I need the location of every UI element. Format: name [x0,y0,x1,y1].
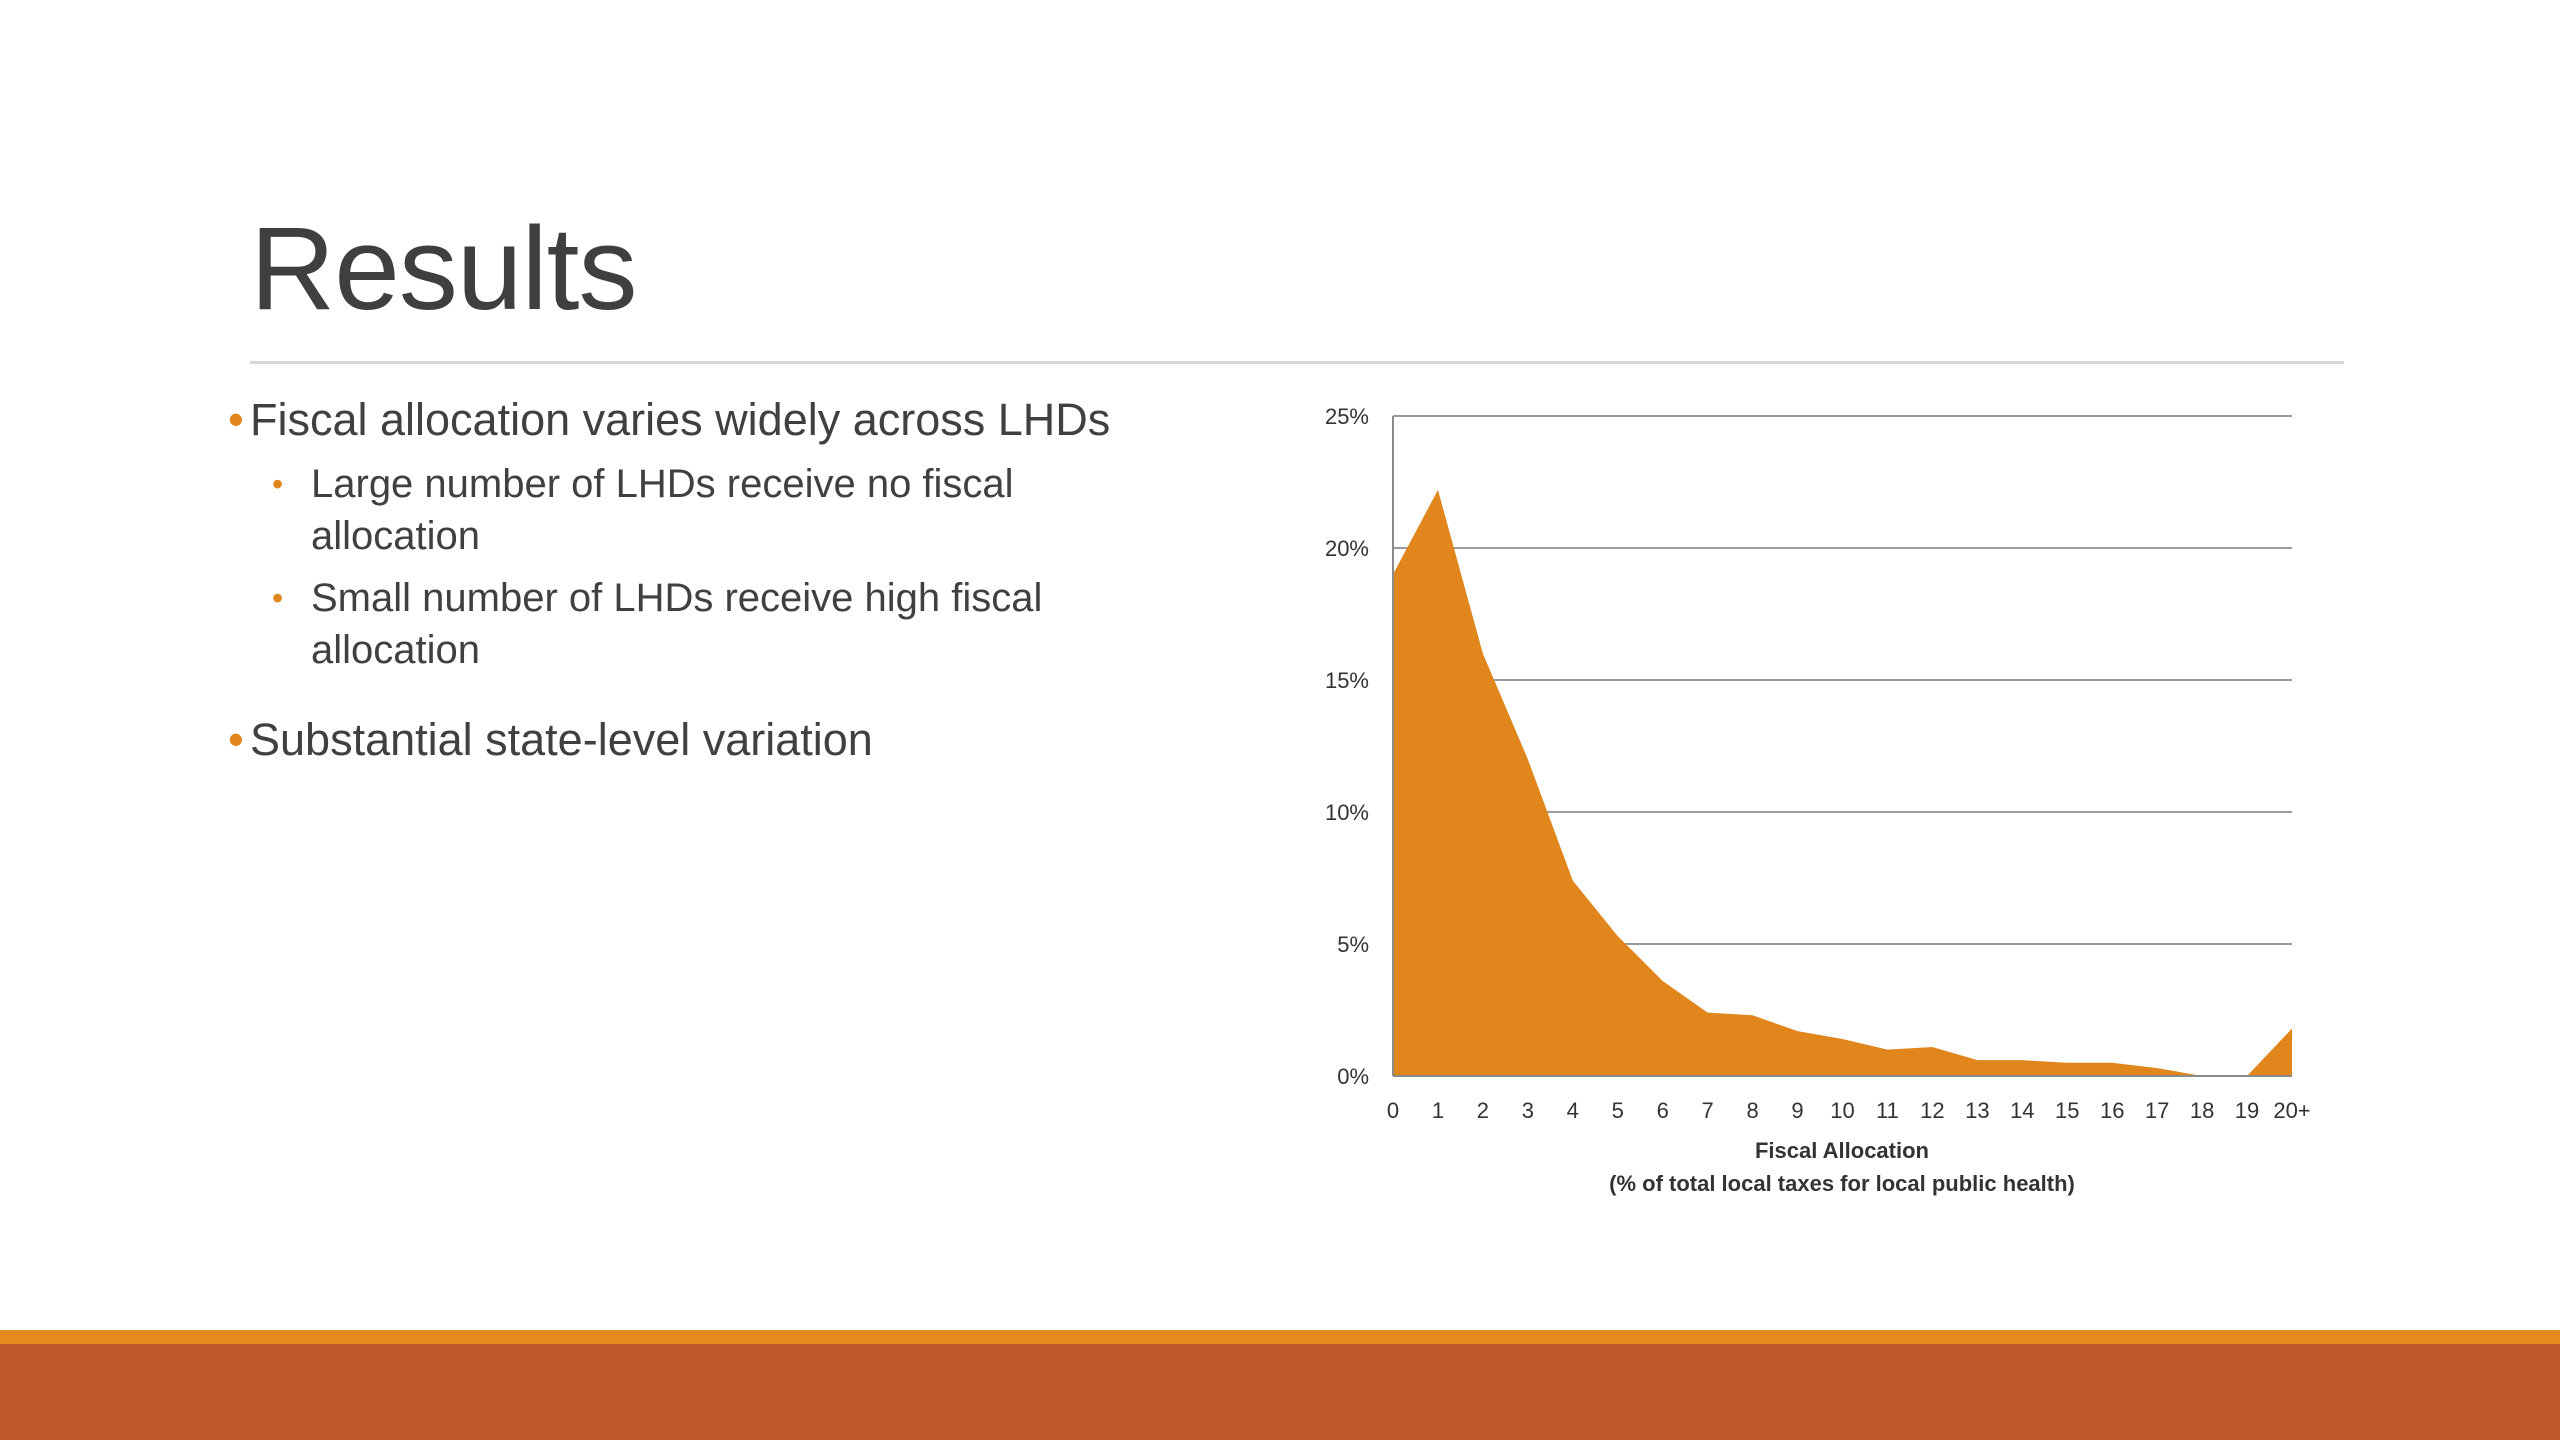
y-tick-label: 20% [1325,536,1369,561]
bullet-text: Fiscal allocation varies widely across L… [250,394,1111,445]
x-tick-label: 1 [1432,1098,1444,1123]
slide-title: Results [250,203,637,335]
sub-bullet-text: Large number of LHDs receive no fiscal a… [311,462,1014,558]
x-tick-label: 10 [1830,1098,1854,1123]
x-tick-label: 5 [1612,1098,1624,1123]
x-tick-label: 13 [1965,1098,1989,1123]
bullet-item: • Substantial state-level variation [228,712,1228,768]
x-tick-label: 6 [1657,1098,1669,1123]
y-tick-label: 25% [1325,404,1369,429]
y-tick-label: 10% [1325,800,1369,825]
bullet-list: • Fiscal allocation varies widely across… [228,392,1228,768]
x-tick-label: 12 [1920,1098,1944,1123]
x-tick-label: 2 [1477,1098,1489,1123]
x-tick-label: 8 [1746,1098,1758,1123]
bullet-dot-icon: • [272,580,284,616]
x-tick-label: 9 [1791,1098,1803,1123]
fiscal-allocation-chart: 0%5%10%15%20%25%0 1 2 3 4 5 6 7 8 9 10 11 12 13 14 15 16… [1325,404,2311,1196]
title-divider [250,361,2344,364]
bullet-text: Substantial state-level variation [250,714,873,765]
x-tick-label: 3 [1522,1098,1534,1123]
x-tick-label: 11 [1876,1098,1899,1123]
x-axis-subtitle: (% of total local taxes for local public… [1609,1171,2075,1196]
x-tick-label: 14 [2010,1098,2034,1123]
x-axis-title: Fiscal Allocation [1755,1138,1929,1163]
x-tick-label: 19 [2235,1098,2259,1123]
x-tick-label: 20+ [2273,1098,2310,1123]
x-tick-label: 7 [1702,1098,1714,1123]
y-tick-label: 5% [1337,932,1369,957]
x-tick-label: 16 [2100,1098,2124,1123]
y-tick-label: 0% [1337,1064,1369,1089]
sub-bullet-text: Small number of LHDs receive high fiscal… [311,576,1043,672]
footer-accent-strip [0,1330,2560,1344]
sub-bullet-item: • Large number of LHDs receive no fiscal… [228,458,1111,562]
y-tick-label: 15% [1325,668,1369,693]
sub-bullet-item: • Small number of LHDs receive high fisc… [228,572,1111,676]
area-series [1393,489,2292,1076]
footer-bar [0,1344,2560,1440]
bullet-dot-icon: • [228,394,244,445]
x-tick-label: 18 [2190,1098,2214,1123]
x-tick-label: 0 [1387,1098,1399,1123]
bullet-item: • Fiscal allocation varies widely across… [228,392,1228,448]
bullet-dot-icon: • [228,714,244,765]
bullet-dot-icon: • [272,466,284,502]
x-tick-label: 4 [1567,1098,1579,1123]
x-tick-label: 15 [2055,1098,2079,1123]
x-tick-label: 17 [2145,1098,2169,1123]
